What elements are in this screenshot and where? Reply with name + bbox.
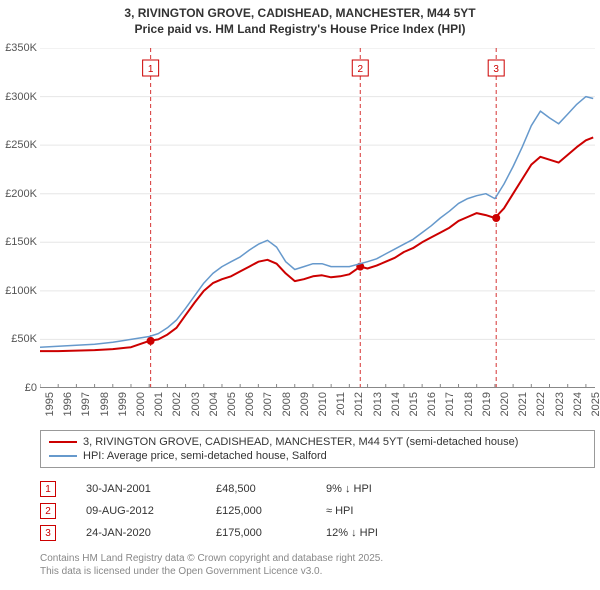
x-tick-label: 2023	[554, 392, 566, 416]
chart-svg: 1 2 3	[40, 48, 595, 388]
legend-label: 3, RIVINGTON GROVE, CADISHEAD, MANCHESTE…	[83, 436, 518, 448]
marker-date: 24-JAN-2020	[86, 527, 186, 539]
marker-badge: 3	[40, 525, 56, 541]
y-tick-label: £350K	[5, 42, 37, 54]
x-tick-label: 1999	[117, 392, 129, 416]
marker-price: £175,000	[216, 527, 296, 539]
x-tick-label: 2017	[444, 392, 456, 416]
x-tick-label: 2006	[244, 392, 256, 416]
marker-row: 3 24-JAN-2020 £175,000 12% ↓ HPI	[40, 522, 595, 544]
x-tick-label: 1995	[44, 392, 56, 416]
legend-item: HPI: Average price, semi-detached house,…	[49, 449, 586, 463]
legend: 3, RIVINGTON GROVE, CADISHEAD, MANCHESTE…	[40, 430, 595, 468]
y-tick-label: £50K	[11, 333, 37, 345]
marker-row: 1 30-JAN-2001 £48,500 9% ↓ HPI	[40, 478, 595, 500]
marker-diff: ≈ HPI	[326, 505, 426, 517]
legend-swatch	[49, 455, 77, 457]
svg-text:1: 1	[148, 64, 154, 75]
x-tick-label: 2014	[390, 392, 402, 416]
x-tick-label: 2002	[171, 392, 183, 416]
legend-label: HPI: Average price, semi-detached house,…	[83, 450, 327, 462]
chart-title: 3, RIVINGTON GROVE, CADISHEAD, MANCHESTE…	[0, 0, 600, 37]
y-tick-label: £100K	[5, 285, 37, 297]
x-tick-label: 2016	[426, 392, 438, 416]
x-tick-label: 2019	[481, 392, 493, 416]
chart-area: 123 £0£50K£100K£150K£200K£250K£300K£350K…	[40, 48, 595, 388]
x-tick-label: 2012	[353, 392, 365, 416]
marker-table: 1 30-JAN-2001 £48,500 9% ↓ HPI 2 09-AUG-2012 £…	[40, 478, 595, 544]
x-tick-label: 2025	[590, 392, 600, 416]
y-tick-label: £150K	[5, 236, 37, 248]
x-tick-label: 2022	[535, 392, 547, 416]
x-tick-label: 2010	[317, 392, 329, 416]
x-tick-label: 2024	[572, 392, 584, 416]
marker-diff: 9% ↓ HPI	[326, 483, 426, 495]
x-tick-label: 2007	[262, 392, 274, 416]
marker-row: 2 09-AUG-2012 £125,000 ≈ HPI	[40, 500, 595, 522]
marker-price: £125,000	[216, 505, 296, 517]
marker-diff: 12% ↓ HPI	[326, 527, 426, 539]
svg-text:3: 3	[493, 64, 499, 75]
title-line-1: 3, RIVINGTON GROVE, CADISHEAD, MANCHESTE…	[0, 6, 600, 22]
footer-line-1: Contains HM Land Registry data © Crown c…	[40, 552, 383, 565]
x-tick-label: 2003	[190, 392, 202, 416]
marker-badge: 1	[40, 481, 56, 497]
footer-attribution: Contains HM Land Registry data © Crown c…	[40, 552, 383, 578]
x-tick-label: 2021	[517, 392, 529, 416]
y-tick-label: £300K	[5, 91, 37, 103]
x-tick-label: 2009	[299, 392, 311, 416]
marker-price: £48,500	[216, 483, 296, 495]
x-tick-label: 2011	[335, 392, 347, 416]
x-tick-label: 2001	[153, 392, 165, 416]
marker-date: 30-JAN-2001	[86, 483, 186, 495]
legend-item: 3, RIVINGTON GROVE, CADISHEAD, MANCHESTE…	[49, 435, 586, 449]
footer-line-2: This data is licensed under the Open Gov…	[40, 565, 383, 578]
y-tick-label: £250K	[5, 139, 37, 151]
x-tick-label: 2004	[208, 392, 220, 416]
x-tick-label: 1996	[62, 392, 74, 416]
x-tick-label: 2013	[372, 392, 384, 416]
legend-swatch	[49, 441, 77, 443]
marker-badge: 2	[40, 503, 56, 519]
x-tick-label: 2000	[135, 392, 147, 416]
x-tick-label: 2018	[463, 392, 475, 416]
x-tick-label: 1997	[80, 392, 92, 416]
x-tick-label: 1998	[99, 392, 111, 416]
svg-text:2: 2	[357, 64, 363, 75]
y-tick-label: £200K	[5, 188, 37, 200]
marker-date: 09-AUG-2012	[86, 505, 186, 517]
x-tick-label: 2020	[499, 392, 511, 416]
title-line-2: Price paid vs. HM Land Registry's House …	[0, 22, 600, 38]
x-tick-label: 2015	[408, 392, 420, 416]
x-tick-label: 2008	[281, 392, 293, 416]
y-tick-label: £0	[25, 382, 37, 394]
x-tick-label: 2005	[226, 392, 238, 416]
